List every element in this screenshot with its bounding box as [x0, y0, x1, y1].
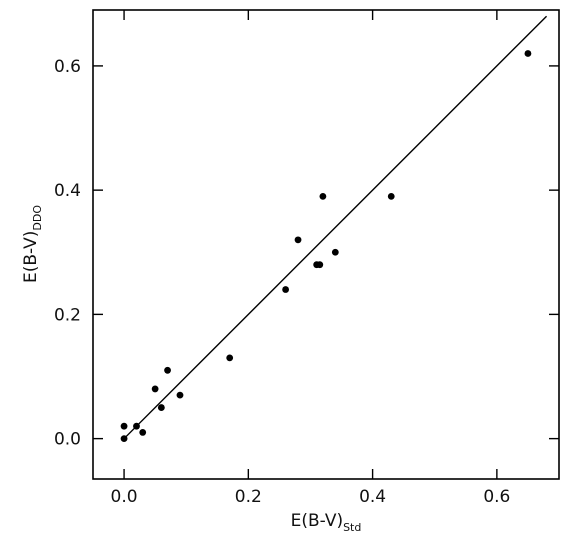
y-axis-label-subscript: DDO: [31, 205, 44, 231]
y-axis-label: E(B-V)DDO: [21, 205, 44, 283]
one-to-one-line: [123, 15, 548, 440]
data-point: [157, 404, 165, 411]
x-tick-label: 0.6: [483, 487, 510, 507]
x-axis-label-main: E(B-V): [291, 511, 343, 531]
y-tick-label: 0.0: [54, 430, 81, 450]
y-axis-label-main: E(B-V): [21, 231, 41, 283]
x-axis-label: E(B-V)Std: [291, 511, 362, 534]
data-point: [316, 261, 324, 269]
x-axis-label-subscript: Std: [343, 521, 361, 534]
data-point: [164, 366, 171, 374]
x-tick-label: 0.2: [235, 487, 262, 507]
axis-tick-labels: 0.0 0.2 0.4 0.6 0.0 0.2 0.4 0.6: [54, 57, 510, 507]
data-point: [133, 422, 140, 430]
y-tick-label: 0.2: [54, 305, 81, 325]
data-point: [331, 248, 339, 256]
data-point: [226, 354, 234, 362]
plot-frame: [92, 9, 560, 480]
y-tick-label: 0.6: [54, 57, 81, 77]
data-point: [387, 192, 395, 200]
data-point: [151, 385, 159, 393]
data-point: [176, 391, 184, 399]
data-points: [120, 50, 532, 443]
data-point: [282, 286, 290, 293]
axis-ticks: [93, 10, 559, 479]
x-tick-label: 0.4: [359, 487, 386, 507]
data-point: [120, 422, 128, 430]
y-tick-label: 0.4: [54, 181, 81, 201]
data-point: [294, 236, 302, 244]
data-point: [319, 192, 327, 200]
data-point: [524, 50, 532, 57]
x-tick-label: 0.0: [111, 487, 138, 507]
data-point: [120, 435, 128, 443]
data-point: [139, 429, 147, 436]
